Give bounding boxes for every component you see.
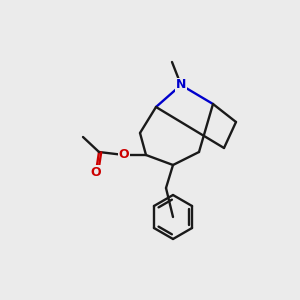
Text: O: O	[91, 166, 101, 178]
Text: N: N	[176, 79, 186, 92]
Text: O: O	[119, 148, 129, 161]
